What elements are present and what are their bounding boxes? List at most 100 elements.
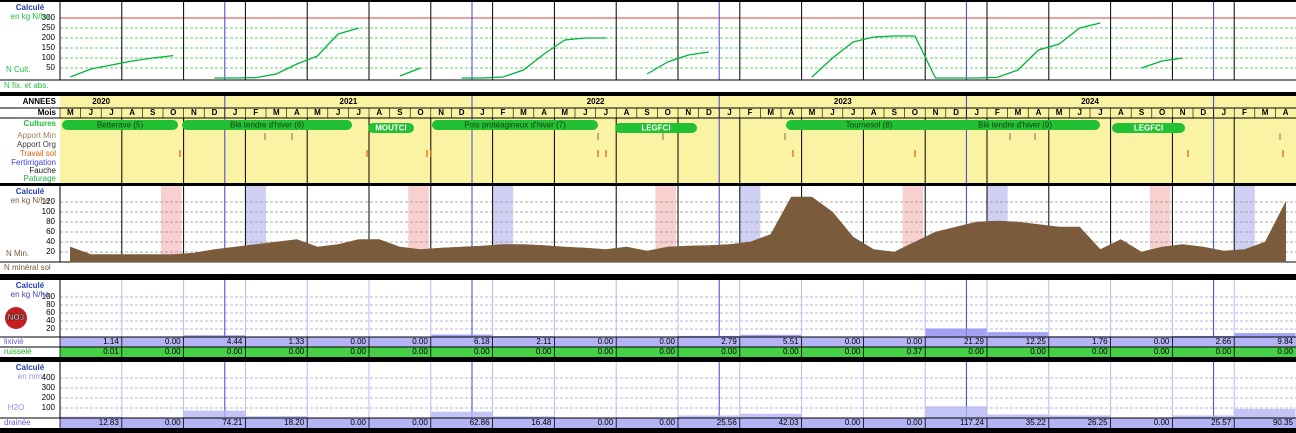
panel-title: Calculé (16, 3, 45, 12)
value-label: 42.03 (779, 418, 800, 427)
panel-unit: en kg N/ha (11, 12, 50, 21)
crop-label: Blé tendre d'hiver (9) (978, 121, 1052, 130)
value-label: 0.00 (1154, 347, 1170, 356)
month-label: J (109, 108, 113, 117)
row-label: Cultures (24, 119, 57, 128)
month-label: N (685, 108, 691, 117)
value-label: 90.35 (1273, 418, 1294, 427)
shade-band (655, 186, 676, 262)
y-tick-label: 150 (42, 43, 56, 52)
month-label: J (1098, 108, 1102, 117)
bar (1234, 333, 1296, 337)
shade-band (1149, 186, 1171, 262)
month-label: J (604, 108, 608, 117)
value-label: 0.00 (659, 347, 675, 356)
panel-label: NO3 (8, 313, 25, 322)
panel-title: Calculé (16, 187, 45, 196)
month-label: F (995, 108, 1000, 117)
value-label: 0.00 (412, 347, 428, 356)
value-label: 0.00 (907, 337, 923, 346)
bar (678, 335, 740, 337)
bar (184, 410, 245, 418)
month-label: J (480, 108, 484, 117)
month-label: A (294, 108, 300, 117)
value-label: 0.00 (350, 418, 366, 427)
month-label: M (767, 108, 774, 117)
value-label: 6.18 (474, 337, 490, 346)
panel-title: Calculé (16, 363, 45, 372)
series-area (70, 196, 1286, 263)
month-label: M (1056, 108, 1063, 117)
panel-footer: N minéral sol (4, 263, 51, 272)
month-label: S (644, 108, 650, 117)
panel-label: N Cult. (6, 65, 30, 74)
month-label: N (191, 108, 197, 117)
bar (1172, 335, 1234, 337)
row-label-bg (0, 347, 60, 357)
month-label: S (892, 108, 898, 117)
month-label: F (748, 108, 753, 117)
month-label: A (871, 108, 877, 117)
crop-label: Tournesol (8) (846, 121, 893, 130)
value-label: 35.22 (1026, 418, 1047, 427)
value-label: 0.00 (536, 347, 552, 356)
y-tick-label: 40 (46, 316, 55, 325)
shade-band (492, 186, 514, 262)
month-label: A (624, 108, 630, 117)
value-label: 0.00 (659, 418, 675, 427)
row-label-bg (0, 337, 60, 347)
value-label: 62.86 (470, 418, 491, 427)
year-label: 2020 (92, 97, 110, 106)
value-label: 18.20 (284, 418, 305, 427)
month-label: D (212, 108, 218, 117)
y-tick-label: 80 (46, 217, 55, 226)
crop-label: LEGFCI (641, 124, 670, 133)
panel-unit: en mm (18, 372, 43, 381)
bar (1234, 408, 1296, 418)
value-label: 0.00 (412, 337, 428, 346)
bar (431, 334, 493, 337)
panel-label: H2O (8, 403, 24, 412)
y-tick-label: 100 (42, 53, 56, 62)
month-label: M (1015, 108, 1022, 117)
value-label: 0.00 (845, 337, 861, 346)
series-line (70, 22, 1183, 79)
y-tick-label: 100 (42, 292, 56, 301)
month-label: O (1159, 108, 1165, 117)
panel-unit: en kg N/ha (11, 290, 50, 299)
crop-pill (930, 120, 1100, 130)
year-label: 2021 (340, 97, 358, 106)
shade-band (408, 186, 429, 262)
value-label: 0.00 (598, 347, 614, 356)
year-label: 2023 (834, 97, 852, 106)
value-label: 74.21 (222, 418, 243, 427)
month-label: S (150, 108, 156, 117)
month-label: M (561, 108, 568, 117)
value-label: 0.00 (598, 337, 614, 346)
y-tick-label: 20 (46, 247, 55, 256)
row-label: Apport Org (17, 140, 56, 149)
month-label: J (1077, 108, 1081, 117)
month-label: J (1222, 108, 1226, 117)
value-label: 2.79 (721, 337, 737, 346)
value-label: 0.00 (1154, 337, 1170, 346)
month-label: J (727, 108, 731, 117)
y-tick-label: 100 (42, 207, 56, 216)
value-label: 0.00 (907, 418, 923, 427)
y-tick-label: 50 (46, 63, 55, 72)
panel-footer: N fix. et abs. (4, 81, 48, 90)
month-label: J (583, 108, 587, 117)
month-label: A (788, 108, 794, 117)
bar (431, 411, 493, 418)
month-label: J (830, 108, 834, 117)
y-tick-label: 100 (42, 403, 56, 412)
month-label: D (459, 108, 465, 117)
panel-label: N Min. (6, 249, 29, 258)
month-label: A (376, 108, 382, 117)
month-label: J (356, 108, 360, 117)
row-label: Apport Min (17, 131, 56, 140)
value-label: 0.00 (1154, 418, 1170, 427)
value-label: 0.00 (412, 418, 428, 427)
bar (987, 414, 1049, 418)
crop-pill (182, 120, 352, 130)
